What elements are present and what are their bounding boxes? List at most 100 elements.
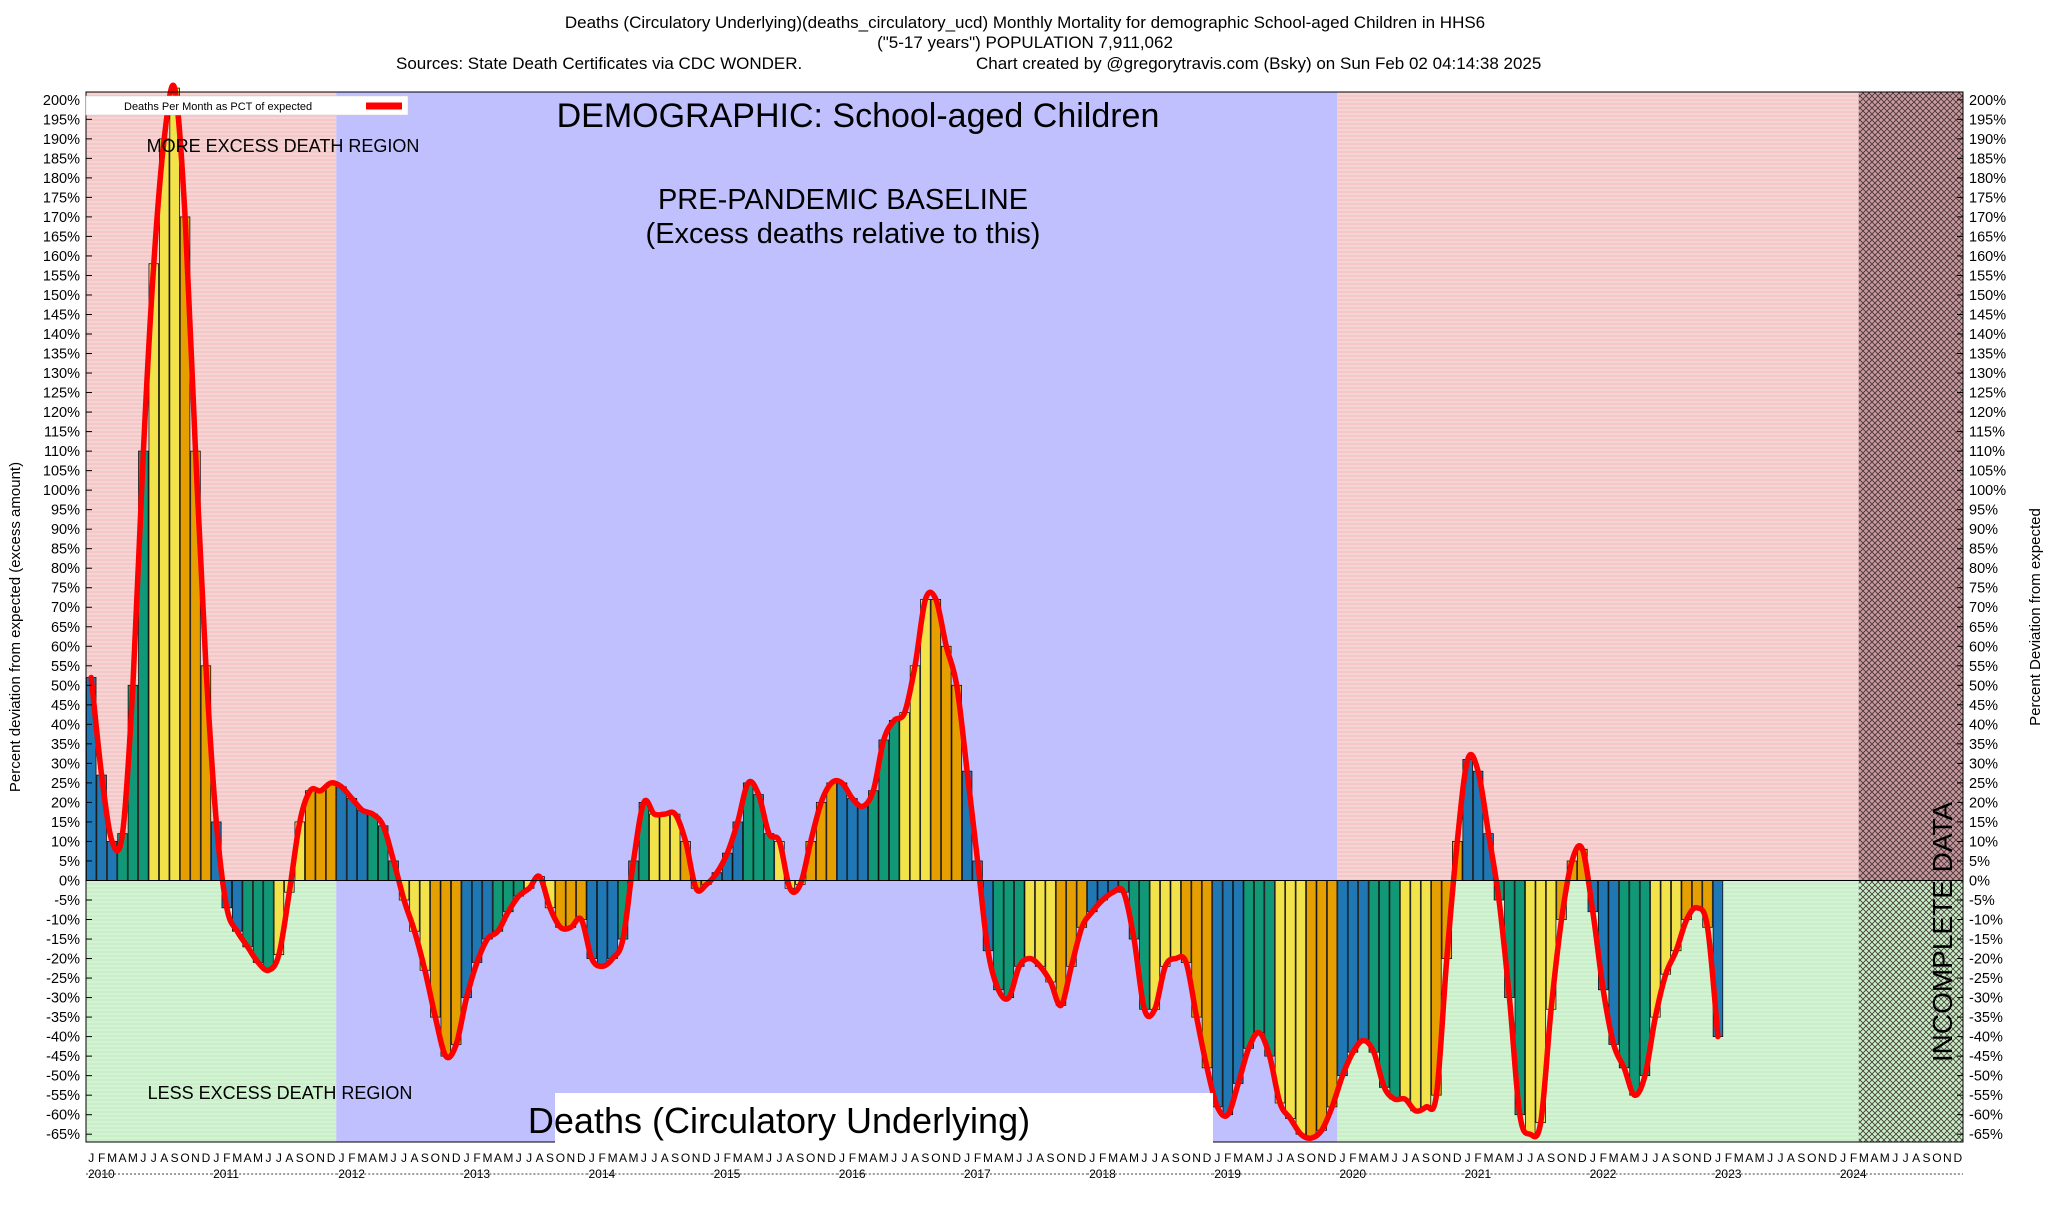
y-tick-label-right: 15%	[1969, 815, 1998, 831]
y-tick-label-left: 35%	[51, 737, 80, 753]
x-year-label: 2021	[1464, 1167, 1491, 1181]
x-month-label: J	[1652, 1151, 1658, 1165]
x-month-label: J	[589, 1151, 595, 1165]
y-tick-label-left: 165%	[43, 229, 80, 245]
x-month-label: A	[285, 1151, 293, 1165]
x-month-label: M	[1233, 1151, 1243, 1165]
x-month-label: A	[160, 1151, 168, 1165]
y-tick-label-right: 30%	[1969, 756, 1998, 772]
x-month-label: J	[641, 1151, 647, 1165]
x-month-label: A	[1370, 1151, 1378, 1165]
bar	[1274, 880, 1286, 1104]
x-month-label: J	[891, 1151, 897, 1165]
x-month-label: A	[869, 1151, 877, 1165]
x-month-label: S	[921, 1151, 929, 1165]
y-tick-label-right: -30%	[1969, 991, 2003, 1007]
x-year-label: 2018	[1089, 1167, 1116, 1181]
incomplete-data-label: INCOMPLETE DATA	[1927, 802, 1958, 1063]
bar	[158, 138, 170, 881]
x-year-label: 2017	[964, 1167, 991, 1181]
bar	[596, 880, 608, 967]
y-tick-label-right: 180%	[1969, 171, 2006, 187]
x-month-label: N	[942, 1151, 951, 1165]
y-tick-label-right: -55%	[1969, 1088, 2003, 1104]
y-tick-label-right: 105%	[1969, 464, 2006, 480]
x-month-label: M	[1880, 1151, 1890, 1165]
y-tick-label-right: 85%	[1969, 542, 1998, 558]
x-month-label: F	[599, 1151, 606, 1165]
x-month-label: N	[1317, 1151, 1326, 1165]
x-month-label: A	[1036, 1151, 1044, 1165]
x-month-label: J	[1590, 1151, 1596, 1165]
y-tick-label-right: 0%	[1969, 873, 1990, 889]
x-month-label: J	[766, 1151, 772, 1165]
bar	[607, 880, 618, 959]
x-month-label: J	[391, 1151, 397, 1165]
y-tick-label-right: 175%	[1969, 190, 2006, 206]
y-tick-label-right: 55%	[1969, 659, 1998, 675]
x-month-label: D	[1078, 1151, 1087, 1165]
y-tick-label-right: -65%	[1969, 1127, 2003, 1143]
bar	[346, 798, 358, 881]
y-tick-label-left: 0%	[59, 873, 80, 889]
y-tick-label-left: 80%	[51, 561, 80, 577]
x-month-label: J	[1027, 1151, 1033, 1165]
x-month-label: M	[608, 1151, 618, 1165]
y-tick-label-left: 170%	[43, 210, 80, 226]
bar	[930, 599, 942, 881]
x-month-label: N	[567, 1151, 576, 1165]
y-tick-label-right: 185%	[1969, 151, 2006, 167]
x-month-label: J	[1903, 1151, 1909, 1165]
x-month-label: A	[744, 1151, 752, 1165]
metric-box-label: Deaths (Circulatory Underlying)	[528, 1100, 1030, 1141]
x-month-label: J	[276, 1151, 282, 1165]
x-month-label: D	[202, 1151, 211, 1165]
x-month-label: S	[796, 1151, 804, 1165]
baseline-label-line1: PRE-PANDEMIC BASELINE	[658, 184, 1028, 216]
y-tick-label-left: 70%	[51, 600, 80, 616]
bar	[1212, 880, 1223, 1108]
x-month-label: A	[244, 1151, 252, 1165]
x-year-label: 2013	[463, 1167, 490, 1181]
x-month-label: N	[1568, 1151, 1577, 1165]
y-tick-label-left: 85%	[51, 542, 80, 558]
y-tick-label-left: 60%	[51, 639, 80, 655]
x-month-label: N	[1067, 1151, 1076, 1165]
y-tick-label-left: -65%	[46, 1127, 80, 1143]
bar	[1285, 880, 1296, 1119]
x-month-label: M	[253, 1151, 263, 1165]
bar	[1337, 880, 1348, 1077]
bar	[1264, 880, 1275, 1057]
x-month-label: F	[348, 1151, 355, 1165]
bar	[357, 809, 368, 881]
x-month-label: J	[526, 1151, 532, 1165]
y-tick-label-right: -10%	[1969, 913, 2003, 929]
x-month-label: A	[1495, 1151, 1503, 1165]
y-tick-label-right: -60%	[1969, 1108, 2003, 1124]
x-month-label: D	[1828, 1151, 1837, 1165]
bar	[1243, 880, 1254, 1049]
bar	[649, 813, 660, 881]
x-month-label: J	[1267, 1151, 1273, 1165]
x-month-label: J	[1517, 1151, 1523, 1165]
x-month-label: J	[902, 1151, 908, 1165]
x-month-label: J	[1527, 1151, 1533, 1165]
x-month-label: J	[140, 1151, 146, 1165]
x-year-label: 2015	[714, 1167, 741, 1181]
legend-label: Deaths Per Month as PCT of expected	[124, 101, 312, 113]
bar	[857, 805, 869, 881]
bar	[1295, 880, 1307, 1135]
x-month-label: N	[1693, 1151, 1702, 1165]
x-year-label: 2012	[338, 1167, 365, 1181]
x-month-label: M	[1108, 1151, 1118, 1165]
x-month-label: S	[1547, 1151, 1555, 1165]
y-tick-label-right: -5%	[1969, 893, 1995, 909]
x-month-label: F	[1224, 1151, 1231, 1165]
x-month-label: S	[1047, 1151, 1055, 1165]
y-tick-label-left: 65%	[51, 620, 80, 636]
y-tick-label-left: 20%	[51, 795, 80, 811]
bar	[1024, 880, 1035, 959]
x-month-label: O	[1932, 1151, 1941, 1165]
y-tick-label-right: 50%	[1969, 678, 1998, 694]
x-month-label: N	[441, 1151, 450, 1165]
